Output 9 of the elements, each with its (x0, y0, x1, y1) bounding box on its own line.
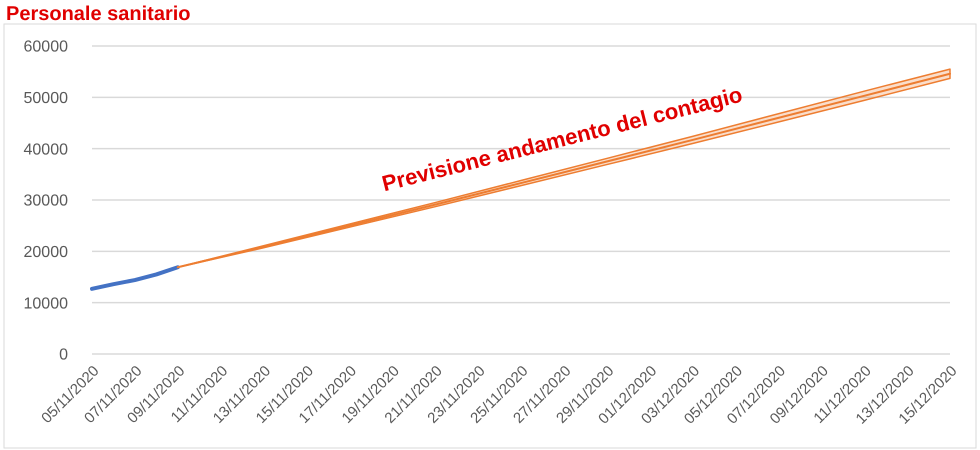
y-tick-label: 60000 (24, 38, 68, 56)
y-tick-label: 40000 (24, 141, 68, 158)
y-tick-label: 50000 (24, 90, 68, 107)
y-tick-label: 20000 (24, 244, 68, 261)
y-tick-label: 0 (59, 346, 68, 364)
y-tick-label: 10000 (24, 295, 68, 312)
chart-title: Personale sanitario (6, 3, 191, 25)
line-series (90, 265, 180, 291)
y-tick-label: 30000 (24, 192, 68, 210)
